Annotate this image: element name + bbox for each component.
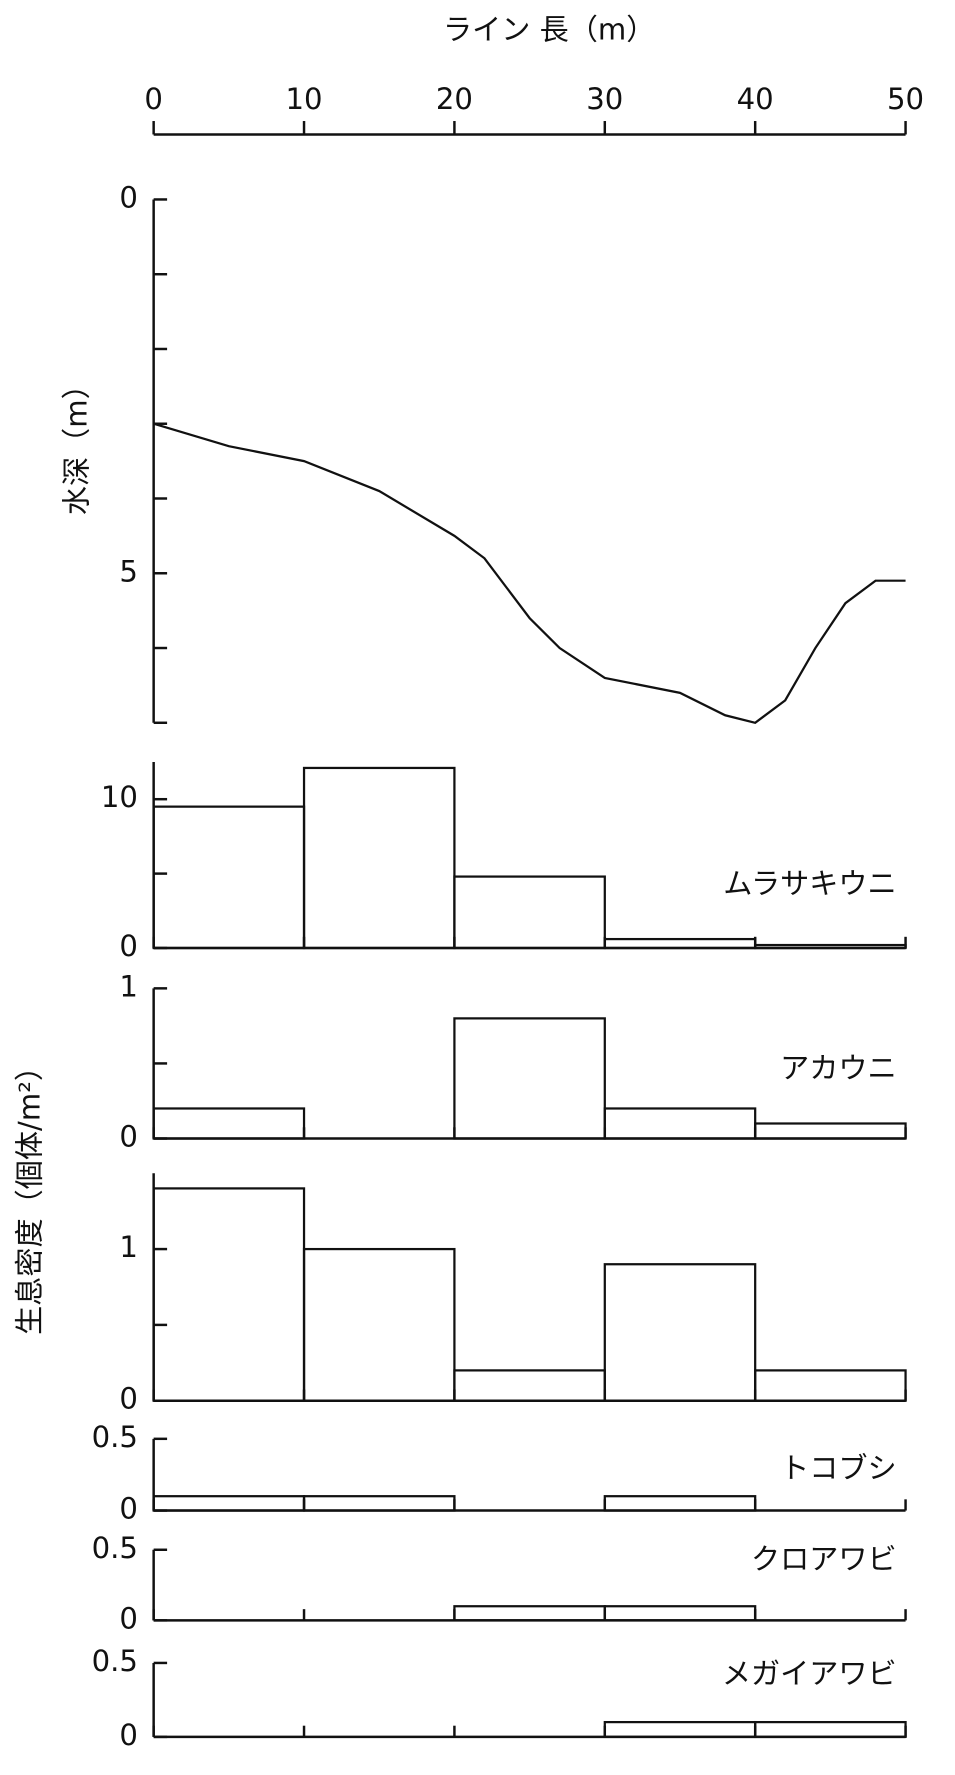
bar xyxy=(154,1108,304,1138)
depth-profile xyxy=(154,424,906,723)
bar xyxy=(605,1722,755,1737)
y-tick-label: 5 xyxy=(119,554,138,588)
y-tick-label: 0 xyxy=(119,1382,138,1416)
legend-label: ムラサキウニ xyxy=(723,866,896,900)
y-axis-title: 水深（m） xyxy=(60,370,94,515)
bar xyxy=(304,1249,454,1401)
x-tick-label: 50 xyxy=(887,82,924,116)
x-tick-label: 20 xyxy=(436,82,473,116)
bar xyxy=(454,1018,604,1138)
bar xyxy=(755,1123,905,1138)
y-tick-label: 0 xyxy=(119,929,138,963)
bar xyxy=(304,768,454,948)
y-tick-label: 0 xyxy=(119,1718,138,1752)
y-tick-label: 0 xyxy=(119,1120,138,1154)
bar xyxy=(755,1722,905,1737)
bar xyxy=(154,807,304,948)
x-axis-title: ライン 長（m） xyxy=(443,12,655,46)
page: {"chart_data": [ {"type": "line", "xlabe… xyxy=(0,0,955,1775)
y-tick-label: 0.5 xyxy=(92,1531,138,1565)
bar xyxy=(605,1264,755,1400)
bar xyxy=(755,1370,905,1400)
y-tick-label: 0 xyxy=(119,1601,138,1635)
y-tick-label: 0 xyxy=(119,180,138,214)
bar xyxy=(605,1606,755,1620)
bar xyxy=(454,1606,604,1620)
bar xyxy=(154,1188,304,1400)
y-tick-label: 0.5 xyxy=(92,1644,138,1678)
y-tick-label: 0 xyxy=(119,1492,138,1526)
legend-label: クロアワビ xyxy=(751,1542,897,1576)
bar xyxy=(605,1108,755,1138)
y-tick-label: 1 xyxy=(119,1230,138,1264)
legend-label: メガイアワビ xyxy=(722,1656,897,1690)
legend-label: アカウニ xyxy=(780,1051,897,1085)
x-tick-label: 40 xyxy=(737,82,774,116)
bar xyxy=(454,1370,604,1400)
y-tick-label: 1 xyxy=(119,969,138,1003)
y-axis-title: 生息密度（個体/m²） xyxy=(13,1052,47,1335)
bar xyxy=(605,939,755,948)
legend-label: トコブシ xyxy=(780,1451,897,1485)
x-tick-label: 30 xyxy=(586,82,623,116)
x-tick-label: 10 xyxy=(286,82,323,116)
chart: ライン 長（m） 0102030405005水深（m）010ムラサキウニ生息密度… xyxy=(0,0,955,1775)
x-tick-label: 0 xyxy=(144,82,163,116)
y-tick-label: 10 xyxy=(101,780,138,814)
bar xyxy=(304,1496,454,1510)
y-tick-label: 0.5 xyxy=(92,1420,138,1454)
bar xyxy=(154,1496,304,1510)
bar xyxy=(755,945,905,948)
bar xyxy=(605,1496,755,1510)
bar xyxy=(454,877,604,948)
